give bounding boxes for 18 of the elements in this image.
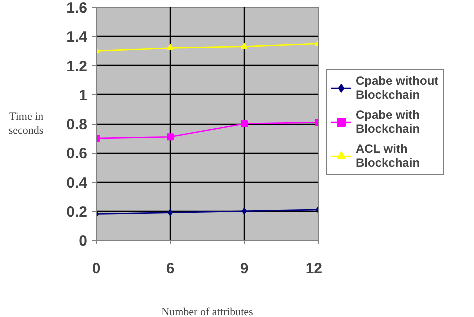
x-axis-title: Number of attributes xyxy=(162,306,254,317)
legend-label: ACL with Blockchain xyxy=(356,142,420,170)
x-tick-label: 12 xyxy=(306,260,323,278)
y-tick-label: 0.2 xyxy=(66,204,88,221)
x-tick-label: 0 xyxy=(92,260,101,278)
y-axis-title: Time in seconds xyxy=(8,110,44,138)
legend-label: Cpabe without Blockchain xyxy=(356,74,439,102)
y-tick-label: 0 xyxy=(79,233,88,250)
y-tick-label: 0.6 xyxy=(66,146,88,163)
y-tick-label: 1.4 xyxy=(66,29,88,46)
y-tick-label: 0.4 xyxy=(66,174,88,192)
y-tick-label: 1.2 xyxy=(66,58,88,76)
x-tick-label: 9 xyxy=(240,260,249,278)
y-tick-label: 1 xyxy=(79,87,88,104)
x-tick-label: 6 xyxy=(166,260,175,278)
y-tick-label: 0.8 xyxy=(66,116,88,134)
y-tick-label: 1.6 xyxy=(66,0,88,17)
legend-label: Cpabe with Blockchain xyxy=(356,108,420,136)
